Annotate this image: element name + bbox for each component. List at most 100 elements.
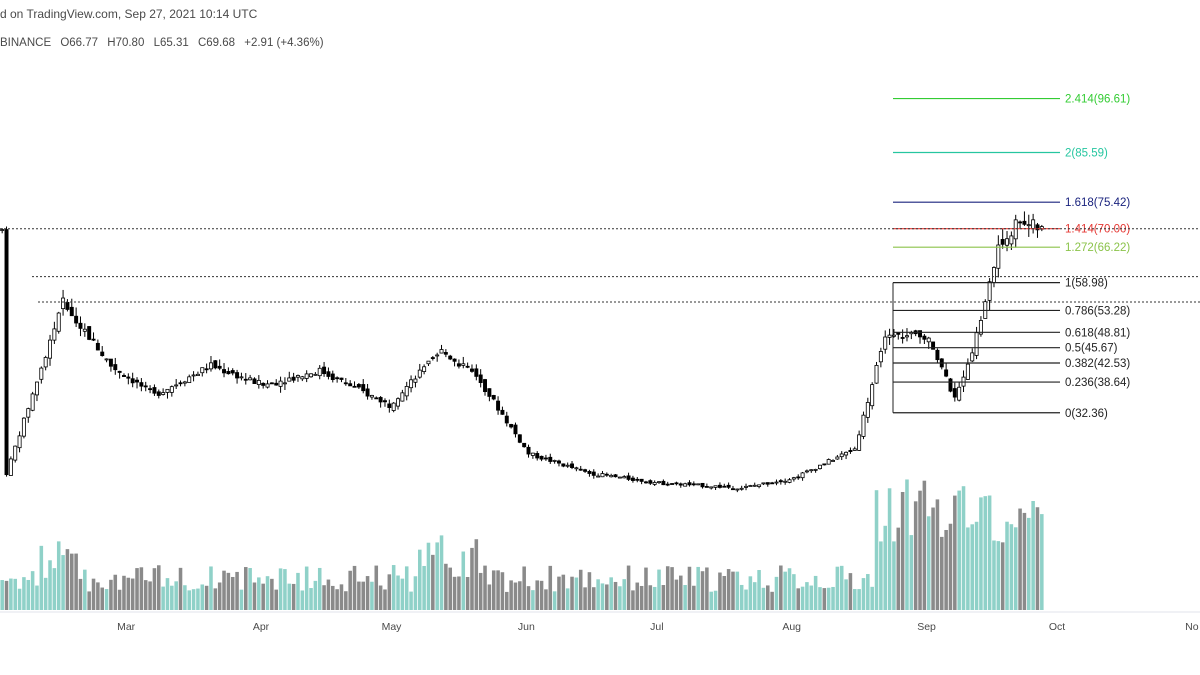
candle-body (169, 386, 174, 393)
candle (948, 377, 953, 393)
candle-body (226, 371, 231, 375)
candle-body (122, 375, 126, 377)
volume-bar (718, 572, 722, 610)
volume-bar (43, 577, 48, 610)
candle-body (952, 388, 957, 398)
candle (122, 373, 126, 377)
candle (896, 332, 901, 340)
candle (213, 360, 218, 370)
volume-bar (487, 584, 492, 610)
candle (822, 463, 827, 466)
volume-bar (957, 490, 961, 610)
volume-bar (861, 578, 866, 610)
candle (965, 358, 970, 380)
candle-body (752, 484, 757, 487)
volume-bar (565, 588, 570, 610)
candle-body (222, 369, 226, 374)
volume-bar (687, 566, 692, 610)
volume-bar (552, 591, 557, 610)
candle (108, 358, 113, 372)
volume-bar (909, 535, 914, 610)
volume-bar (0, 580, 4, 610)
volume-bar (265, 576, 270, 610)
candle (256, 375, 261, 389)
candle (404, 381, 409, 401)
fibonacci-levels: 0(32.36) 0.236(38.64) 0.382(42.53) 0.5(45.6… (0, 94, 1200, 420)
volume-bar (513, 582, 518, 610)
candle (348, 380, 353, 387)
candle-body (1018, 221, 1023, 224)
volume-bar (692, 585, 696, 610)
candle (343, 378, 348, 386)
candle-body (674, 482, 679, 485)
candle-body (931, 341, 936, 350)
fib-label: 0.5(45.67) (1065, 343, 1118, 355)
candle-body (965, 363, 970, 380)
candle-body (300, 376, 305, 380)
volume-bar (748, 576, 753, 610)
volume-bar (300, 590, 305, 610)
candle-body (630, 477, 635, 481)
volume-bar (679, 575, 683, 610)
candle (926, 336, 931, 349)
volume-bar (966, 527, 970, 610)
candle-body (313, 373, 318, 376)
candle (713, 485, 718, 490)
candle (578, 465, 583, 471)
candle (391, 402, 396, 413)
candle-body (722, 485, 727, 488)
volume-bar (639, 585, 644, 610)
candle (200, 367, 205, 377)
candle-body (456, 363, 461, 367)
candle (613, 474, 618, 478)
candle-body (452, 358, 457, 362)
volume-bar (761, 587, 766, 610)
candle (300, 375, 305, 382)
volume-bar (774, 576, 779, 610)
candle-body (504, 415, 509, 424)
volume-bar (183, 585, 187, 610)
candle (282, 377, 287, 391)
candle (422, 364, 427, 375)
candle-body (644, 481, 648, 484)
candle (8, 456, 13, 476)
volume-bar (313, 580, 318, 610)
volume-bar (217, 582, 222, 610)
volume-bar (170, 585, 174, 610)
candle-body (874, 364, 879, 384)
volume-bar (426, 542, 431, 610)
candle-body (483, 379, 488, 393)
volume-bar (818, 587, 822, 610)
candle (731, 485, 735, 491)
fib-level: 2.414(96.61) (893, 94, 1130, 106)
volume-bar (570, 576, 574, 610)
volume-bar (196, 588, 200, 610)
candle (435, 352, 440, 362)
volume-bar (174, 581, 178, 610)
candle-body (391, 402, 396, 411)
fib-level: 0.236(38.64) (893, 377, 1130, 389)
volume-bar (74, 553, 78, 610)
volume-bar (926, 516, 931, 610)
volume-bar (970, 524, 974, 610)
candle-body (765, 482, 770, 485)
volume-bar (165, 578, 170, 610)
volume-bar (574, 577, 579, 610)
candle-body (404, 385, 409, 397)
candle-body (539, 455, 544, 460)
volume-bar (874, 490, 879, 610)
candle (430, 356, 435, 361)
volume-bar (531, 590, 535, 610)
candle-body (657, 481, 662, 484)
candle (609, 473, 614, 478)
candle (891, 329, 896, 338)
volume-bar (844, 579, 848, 610)
fib-label: 1.272(66.22) (1065, 242, 1130, 254)
candle (870, 382, 875, 410)
volume-bar (726, 569, 731, 610)
volume-bar (1009, 524, 1014, 610)
candle-body (48, 339, 53, 359)
candle-body (56, 312, 61, 332)
volume-bar (644, 567, 648, 610)
